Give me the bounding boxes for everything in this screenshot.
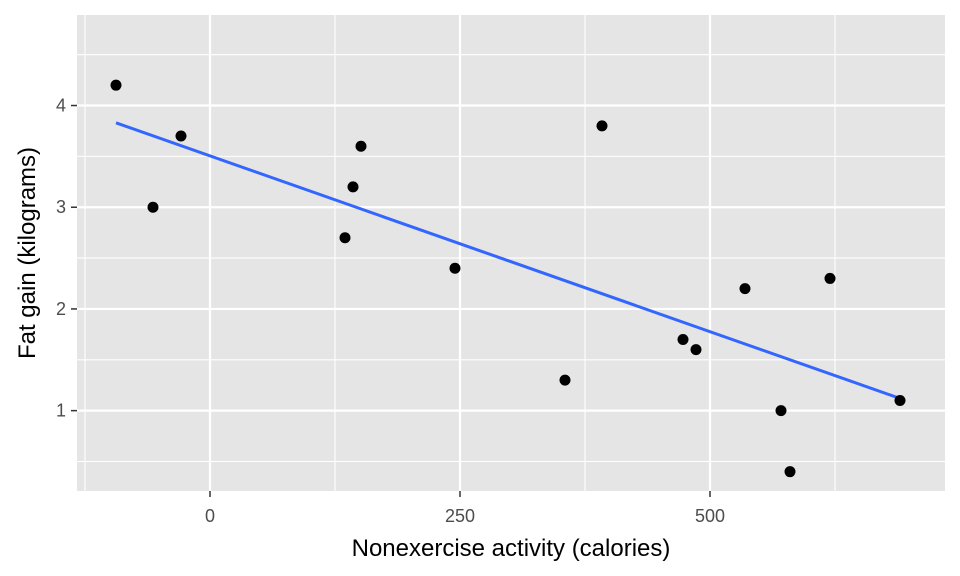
x-tick-label: 500 — [695, 506, 725, 526]
y-tick-label: 1 — [56, 401, 66, 421]
x-tick-label: 250 — [445, 506, 475, 526]
data-point — [690, 344, 702, 356]
fit-line-group — [115, 121, 901, 400]
data-point — [347, 181, 359, 193]
x-axis: 0 250 500 — [205, 491, 725, 526]
data-point — [824, 272, 836, 284]
x-tick-label: 0 — [205, 506, 215, 526]
data-point — [739, 283, 751, 295]
y-tick-label: 3 — [56, 197, 66, 217]
minor-gridlines — [77, 15, 945, 491]
data-point — [596, 120, 608, 132]
data-point — [110, 79, 122, 91]
y-tick-label: 2 — [56, 299, 66, 319]
data-point — [677, 333, 689, 345]
x-axis-title: Nonexercise activity (calories) — [352, 535, 671, 562]
data-point — [559, 374, 571, 386]
data-point — [449, 262, 461, 274]
data-point — [894, 394, 906, 406]
data-points — [110, 79, 906, 478]
major-gridlines — [77, 15, 945, 491]
y-axis-title: Fat gain (kilograms) — [14, 147, 41, 359]
data-point — [175, 130, 187, 142]
y-tick-label: 4 — [56, 96, 66, 116]
fit-line — [115, 121, 901, 400]
data-point — [784, 466, 796, 478]
data-point — [339, 232, 351, 244]
plot-panel — [77, 15, 945, 491]
data-point — [355, 140, 367, 152]
data-point — [147, 201, 159, 213]
y-axis: 1 2 3 4 — [56, 96, 77, 421]
data-point — [775, 405, 787, 417]
